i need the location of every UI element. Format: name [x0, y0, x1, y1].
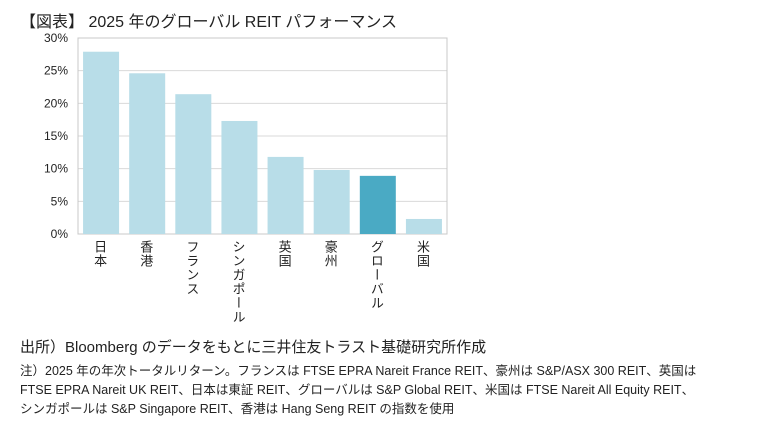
- y-tick-label: 15%: [44, 129, 68, 143]
- x-tick-label: 米国: [414, 240, 430, 268]
- bar-3: [221, 120, 258, 234]
- x-tick-label: 日本: [92, 240, 108, 268]
- y-tick-label: 30%: [44, 31, 68, 45]
- x-tick-label: シンガポール: [230, 240, 246, 324]
- bar-5: [313, 169, 350, 234]
- bar-2: [175, 94, 212, 234]
- source-text: 出所）Bloomberg のデータをもとに三井住友トラスト基礎研究所作成: [20, 339, 487, 356]
- bar-4: [267, 156, 304, 234]
- note-line-2: FTSE EPRA Nareit UK REIT、日本は東証 REIT、グローバ…: [20, 383, 695, 397]
- y-tick-label: 20%: [44, 96, 68, 110]
- y-tick-label: 10%: [44, 162, 68, 176]
- note-line-1: 注）2025 年の年次トータルリターン。フランスは FTSE EPRA Nare…: [20, 364, 697, 378]
- x-tick-label: 英国: [276, 240, 292, 268]
- bar-0: [83, 51, 120, 234]
- bar-1: [129, 73, 166, 234]
- y-tick-label: 0%: [51, 227, 69, 241]
- plot-border: [77, 37, 448, 235]
- x-tick-label: 豪州: [322, 240, 338, 268]
- x-tick-label: 香港: [138, 240, 154, 268]
- x-tick-label: グローバル: [368, 240, 384, 310]
- y-tick-label: 5%: [51, 194, 69, 208]
- bar-7: [405, 218, 442, 234]
- bar-6: [359, 175, 396, 234]
- note-line-3: シンガポールは S&P Singapore REIT、香港は Hang Seng…: [20, 402, 455, 416]
- chart-title: 【図表】 2025 年のグローバル REIT パフォーマンス: [20, 14, 398, 31]
- x-tick-label: フランス: [184, 240, 200, 296]
- bar-chart: 0% 5% 10% 15% 20% 25% 30%: [44, 31, 448, 241]
- y-tick-label: 25%: [44, 64, 68, 78]
